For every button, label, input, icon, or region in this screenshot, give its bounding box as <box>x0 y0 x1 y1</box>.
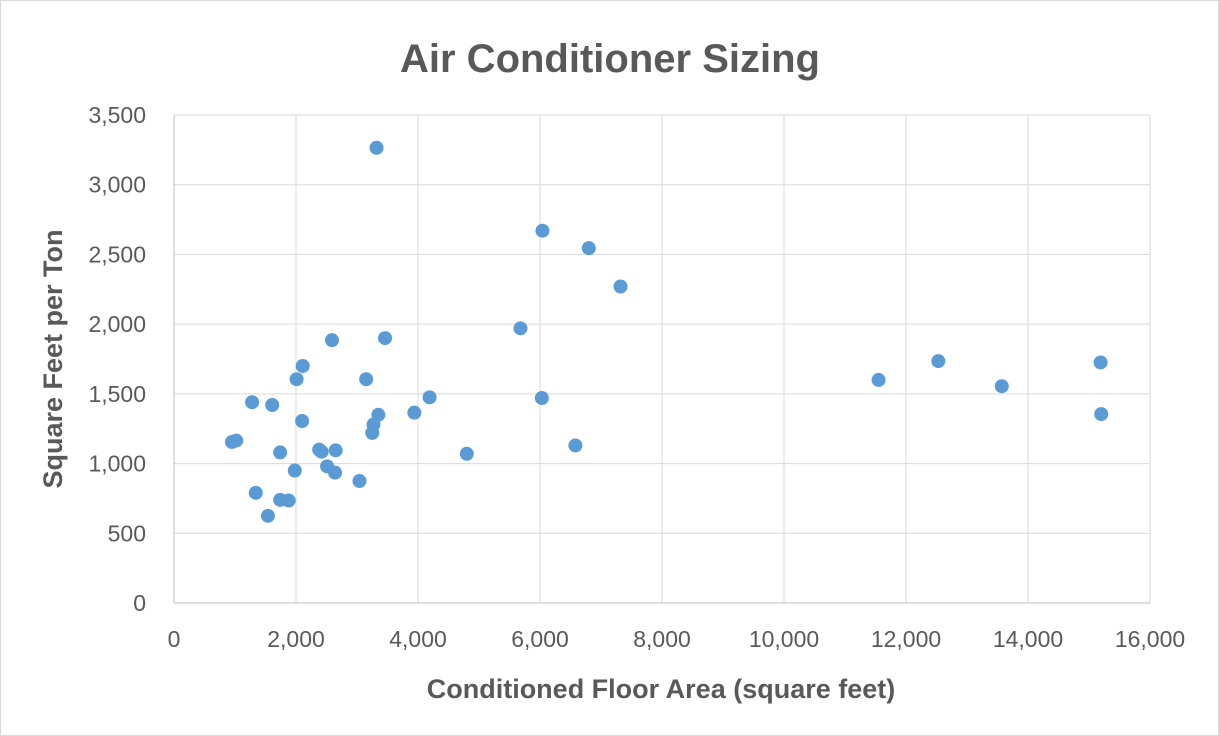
data-point <box>407 405 422 420</box>
data-point <box>1094 407 1109 422</box>
data-point <box>314 444 329 459</box>
data-point <box>295 414 310 429</box>
data-point <box>459 446 474 461</box>
x-tick-label: 0 <box>168 626 181 652</box>
y-tick-label: 500 <box>108 520 146 546</box>
data-point <box>287 463 302 478</box>
data-point <box>581 241 596 256</box>
y-tick-label: 3,500 <box>88 102 146 128</box>
data-point <box>281 493 296 508</box>
data-point <box>245 395 260 410</box>
x-axis-title: Conditioned Floor Area (square feet) <box>427 674 896 704</box>
data-point <box>871 372 886 387</box>
data-point <box>568 438 583 453</box>
data-point <box>328 465 343 480</box>
x-tick-label: 14,000 <box>993 626 1063 652</box>
data-point <box>535 223 550 238</box>
data-point <box>265 398 280 413</box>
data-point <box>324 333 339 348</box>
data-point <box>378 331 393 346</box>
x-tick-label: 10,000 <box>749 626 819 652</box>
axes <box>173 115 1150 604</box>
y-tick-label: 1,000 <box>88 451 146 477</box>
chart-title: Air Conditioner Sizing <box>400 37 820 81</box>
data-point <box>289 372 304 387</box>
data-point <box>295 358 310 373</box>
data-point <box>359 372 374 387</box>
y-axis-title: Square Feet per Ton <box>38 229 68 488</box>
data-point <box>1093 355 1108 370</box>
tick-labels: 0 500 1,000 1,500 2,000 2,500 3,000 3,500 0 2,000… <box>88 102 1185 652</box>
y-tick-label: 3,000 <box>88 172 146 198</box>
data-point <box>229 433 244 448</box>
data-point <box>994 379 1009 394</box>
y-tick-label: 2,000 <box>88 311 146 337</box>
data-point <box>513 321 528 336</box>
x-tick-label: 2,000 <box>267 626 325 652</box>
y-tick-label: 1,500 <box>88 381 146 407</box>
data-point <box>273 445 288 460</box>
y-tick-label: 2,500 <box>88 241 146 267</box>
x-tick-label: 4,000 <box>389 626 447 652</box>
data-point <box>371 407 386 422</box>
x-tick-label: 6,000 <box>511 626 569 652</box>
data-point <box>352 474 367 488</box>
data-points <box>224 140 1109 523</box>
data-point <box>534 391 549 406</box>
data-point <box>260 508 275 523</box>
x-tick-label: 12,000 <box>871 626 941 652</box>
data-point <box>328 443 343 458</box>
x-tick-label: 8,000 <box>633 626 691 652</box>
data-point <box>248 485 263 500</box>
gridlines <box>174 114 1151 603</box>
y-tick-label: 0 <box>133 590 146 616</box>
data-point <box>931 354 946 369</box>
data-point <box>369 140 384 155</box>
data-point <box>613 279 628 294</box>
x-tick-label: 16,000 <box>1115 626 1185 652</box>
data-point <box>422 390 437 405</box>
